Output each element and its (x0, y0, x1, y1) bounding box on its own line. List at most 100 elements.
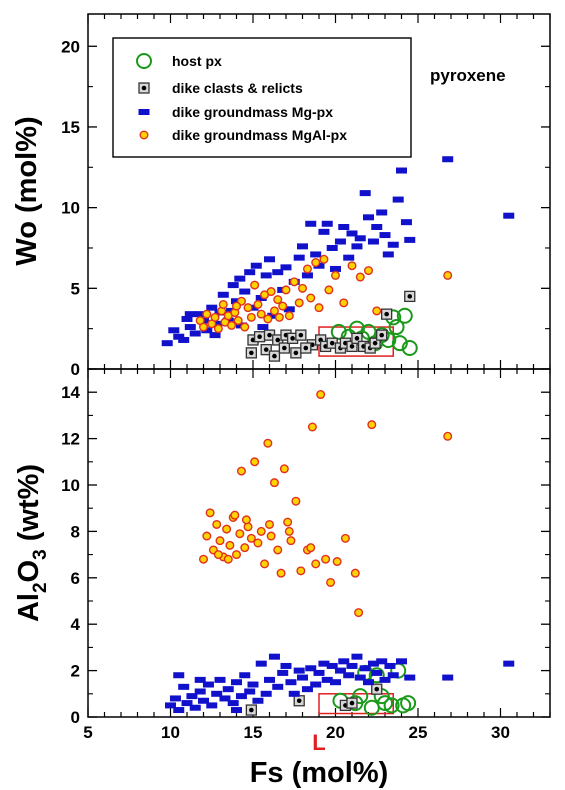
al-point-mgalpx (223, 554, 233, 564)
al-point-host (368, 667, 385, 684)
wo-point-mgalpx (266, 287, 276, 297)
al-y-axis-label: Al2O3 (wt%) (13, 464, 51, 622)
x-tick-label: 20 (326, 723, 345, 742)
wo-point-mgpx (201, 327, 213, 334)
x-tick-label: 5 (83, 723, 92, 742)
al-point-mgalpx (283, 517, 293, 527)
al-point-clasts-dot (374, 686, 380, 692)
al-point-mgalpx (225, 540, 235, 550)
wo-point-mgpx (194, 311, 206, 318)
wo-point-mgalpx (314, 303, 324, 313)
wo-point-mgalpx (231, 301, 241, 311)
al-point-mgpx (264, 676, 275, 683)
wo-point-mgalpx (227, 320, 237, 330)
al-point-mgalpx (230, 510, 240, 520)
wo-point-mgpx (247, 304, 259, 311)
wo-point-mgpx (392, 196, 404, 203)
wo-point-mgalpx (294, 298, 304, 308)
legend-box (112, 37, 412, 158)
wo-point-clasts-dot (275, 337, 281, 343)
wo-point-clasts-dot (354, 336, 360, 341)
al-point-mgpx (396, 658, 407, 665)
wo-point-mgpx (343, 254, 355, 261)
wo-point-mgalpx (273, 295, 283, 305)
al-point-mgpx (293, 667, 305, 674)
wo-panel: 0 5 10 15 20 Wo (mol%) pyroxene (11, 13, 551, 379)
al-ytick-label: 0 (71, 708, 80, 727)
wo-point-clasts-dot (282, 345, 287, 351)
wo-point-clasts-dot (290, 336, 295, 341)
al-point-mgpx (343, 672, 355, 679)
al-point-mgpx (503, 660, 515, 667)
wo-point-clasts (278, 342, 291, 354)
wo-point-clasts (404, 290, 416, 303)
al-point-clasts-dot (349, 700, 355, 706)
x-tick-label: 30 (491, 723, 510, 742)
al-point-mgpx (354, 674, 366, 681)
wo-point-mgalpx (302, 264, 312, 274)
wo-point-mgpx (503, 212, 515, 219)
al-point-mgpx (194, 676, 206, 683)
wo-point-clasts (300, 342, 312, 354)
wo-point-mgpx (283, 306, 295, 313)
al-point-clasts-dot (249, 707, 254, 713)
wo-ytick-label: 5 (71, 279, 80, 298)
al-point-mgalpx (250, 457, 260, 467)
wo-point-mgalpx (339, 298, 349, 308)
wo-point-mgpx (184, 324, 196, 331)
wo-point-clasts-dot (298, 332, 304, 338)
wo-point-mgpx (338, 224, 350, 230)
wo-point-mgpx (211, 320, 223, 327)
wo-point-mgpx (231, 298, 242, 305)
al-point-mgpx (235, 693, 247, 700)
al-point-mgpx (169, 695, 181, 702)
wo-y-axis-label: Wo (mol%) (11, 116, 43, 265)
x-axis-label: Fs (mol%) (250, 757, 389, 789)
legend-symbol-host (136, 53, 152, 69)
panel-label: pyroxene (430, 66, 506, 85)
wo-point-clasts-dot (384, 311, 389, 317)
wo-ytick-label: 20 (61, 37, 80, 56)
wo-point-clasts (295, 329, 307, 341)
al-point-clasts (245, 704, 258, 716)
al-ytick-label: 14 (61, 383, 80, 402)
al-point-mgpx (305, 665, 317, 672)
al-point-host (363, 699, 380, 716)
wo-point-clasts-dot (372, 340, 378, 346)
al-point-mgalpx (367, 420, 377, 430)
wo-point-mgalpx (240, 322, 250, 332)
wo-point-clasts (290, 347, 302, 359)
al-point-mgalpx (307, 422, 317, 432)
al-point-mgpx (280, 662, 292, 669)
al-panel: 0 2 4 6 8 10 12 14 Al2O3 (wt%) (13, 368, 551, 727)
al-point-mgpx (363, 679, 374, 686)
al-point-mgalpx (340, 533, 350, 543)
al-point-mgpx (318, 660, 330, 667)
wo-point-mgalpx (243, 303, 253, 313)
al-point-mgalpx (241, 515, 251, 525)
al-point-mgpx (186, 693, 198, 700)
wo-point-mgalpx (278, 301, 288, 311)
legend-label-host: host px (172, 53, 222, 69)
wo-point-clasts-dot (249, 350, 254, 356)
al-point-mgalpx (240, 543, 250, 553)
al-point-mgpx (359, 665, 371, 672)
al-point-mgalpx (443, 431, 453, 441)
al-point-mgpx (231, 707, 242, 714)
al-point-mgpx (371, 669, 383, 676)
al-point-mgalpx (215, 536, 225, 546)
al-point-mgpx (260, 690, 272, 697)
wo-point-clasts-dot (263, 347, 269, 352)
legend-symbols (136, 53, 152, 140)
al-point-mgpx (326, 662, 338, 669)
wo-point-mgalpx (443, 270, 453, 280)
wo-point-mgpx (376, 209, 388, 216)
al-point-mgpx (387, 672, 399, 679)
al-point-mgalpx (260, 559, 270, 569)
wo-point-host (396, 307, 413, 324)
wo-point-clasts (268, 350, 281, 362)
wo-point-mgalpx (298, 283, 308, 293)
al-point-mgpx (214, 676, 226, 683)
x-tick-label: 25 (409, 723, 428, 742)
wo-point-clasts (351, 332, 363, 344)
